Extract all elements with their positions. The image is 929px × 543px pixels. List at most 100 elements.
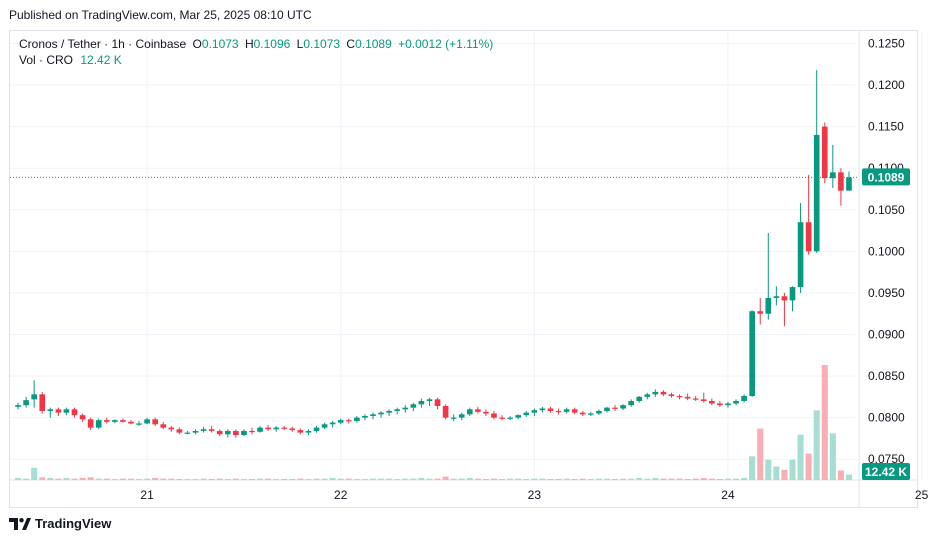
price-tick-label-8: 0.1150 xyxy=(868,120,904,134)
volume-bar-5 xyxy=(55,478,62,480)
volume-bar-2 xyxy=(31,467,38,480)
candle-18 xyxy=(160,421,167,430)
volume-bar-40 xyxy=(337,478,344,480)
price-tick-label-0: 0.0750 xyxy=(868,452,905,466)
volume-bar-68 xyxy=(563,478,570,480)
candle-body-57 xyxy=(475,409,481,412)
footer-brand[interactable]: TradingView xyxy=(9,516,111,531)
volume-bar-102 xyxy=(837,470,844,480)
volume-bar-26 xyxy=(224,479,231,480)
legend-change: +0.0012 (+1.11%) xyxy=(398,37,494,51)
volume-bar-94 xyxy=(773,466,780,480)
volume-bar-17 xyxy=(152,477,159,480)
candle-55 xyxy=(458,412,465,421)
candle-body-82 xyxy=(676,396,683,398)
candle-body-90 xyxy=(741,396,747,402)
volume-bar-85 xyxy=(700,477,707,480)
candle-74 xyxy=(612,405,618,411)
candle-103 xyxy=(846,171,852,191)
price-tick-label-1: 0.0800 xyxy=(868,411,905,425)
candle-97 xyxy=(797,203,804,293)
candle-15 xyxy=(136,420,142,426)
candle-body-78 xyxy=(644,394,651,397)
volume-bar-99 xyxy=(813,410,820,480)
candle-73 xyxy=(604,406,610,413)
axis-badges: 0.1089 12.42 K xyxy=(862,168,910,480)
volume-bar-96 xyxy=(789,459,796,480)
candle-6 xyxy=(63,407,70,416)
candle-33 xyxy=(281,425,288,431)
legend-volume-row: Vol · CRO 12.42 K xyxy=(19,52,493,68)
candle-65 xyxy=(539,406,546,413)
candle-body-86 xyxy=(708,401,715,404)
candle-22 xyxy=(192,429,199,435)
legend-low-label: L xyxy=(296,37,304,51)
candle-body-95 xyxy=(781,296,788,301)
legend-symbol: Cronos / Tether · 1h · Coinbase xyxy=(19,37,187,51)
candle-body-6 xyxy=(63,409,70,413)
candle-body-34 xyxy=(289,428,296,431)
candle-10 xyxy=(95,418,102,430)
candle-96 xyxy=(789,286,796,312)
time-tick-label-3: 24 xyxy=(721,488,735,502)
last-price-badge-text: 0.1089 xyxy=(868,170,905,184)
candle-47 xyxy=(394,407,401,415)
volume-bar-92 xyxy=(757,428,764,480)
legend-low-value: 0.1073 xyxy=(303,37,341,51)
candle-body-85 xyxy=(700,399,707,402)
volume-bar-7 xyxy=(71,478,78,480)
candle-94 xyxy=(773,286,780,306)
volume-bar-30 xyxy=(257,478,264,480)
volume-bar-34 xyxy=(289,479,296,480)
volume-bar-3 xyxy=(39,477,46,480)
candle-body-10 xyxy=(95,420,102,428)
volume-bar-31 xyxy=(265,478,272,480)
volume-bar-16 xyxy=(144,478,151,480)
candle-19 xyxy=(168,425,175,432)
legend-volume-value: 12.42 K xyxy=(80,53,122,67)
volume-bar-9 xyxy=(87,477,94,480)
candle-2 xyxy=(31,380,37,408)
candle-body-73 xyxy=(604,407,610,411)
candle-39 xyxy=(329,420,336,428)
volume-bar-55 xyxy=(458,478,465,480)
candle-body-15 xyxy=(136,423,142,425)
candle-body-19 xyxy=(168,427,175,430)
candle-40 xyxy=(337,418,344,425)
candle-36 xyxy=(305,429,312,436)
candle-27 xyxy=(233,429,239,438)
volume-bar-27 xyxy=(232,478,239,480)
volume-bar-35 xyxy=(297,478,304,480)
candle-91 xyxy=(749,310,755,397)
price-candles xyxy=(15,70,852,438)
price-tick-label-9: 0.1200 xyxy=(868,78,905,92)
candle-100 xyxy=(821,122,828,184)
chart-legend: Cronos / Tether · 1h · Coinbase O0.1073 … xyxy=(19,36,493,68)
volume-bar-37 xyxy=(313,478,320,480)
candle-body-3 xyxy=(39,394,46,411)
candle-body-87 xyxy=(717,403,723,406)
candle-body-59 xyxy=(491,413,497,418)
candle-body-75 xyxy=(620,405,626,409)
price-tick-label-5: 0.1000 xyxy=(868,244,905,258)
candle-44 xyxy=(370,412,376,420)
candle-95 xyxy=(781,292,788,327)
candle-35 xyxy=(297,428,304,435)
volume-bar-84 xyxy=(692,478,699,480)
candle-body-88 xyxy=(725,403,731,406)
candle-71 xyxy=(587,411,594,416)
volume-bar-83 xyxy=(684,479,691,480)
candle-83 xyxy=(684,393,691,401)
candle-body-64 xyxy=(531,410,538,413)
candle-45 xyxy=(378,410,384,418)
candle-body-22 xyxy=(192,430,199,433)
candle-59 xyxy=(491,410,497,420)
candle-8 xyxy=(79,413,86,422)
candle-body-79 xyxy=(652,391,659,395)
volume-bar-22 xyxy=(192,479,199,480)
footer-brand-name: TradingView xyxy=(35,516,112,531)
volume-bar-74 xyxy=(611,479,619,480)
candle-body-49 xyxy=(410,404,417,408)
candle-28 xyxy=(241,429,247,436)
